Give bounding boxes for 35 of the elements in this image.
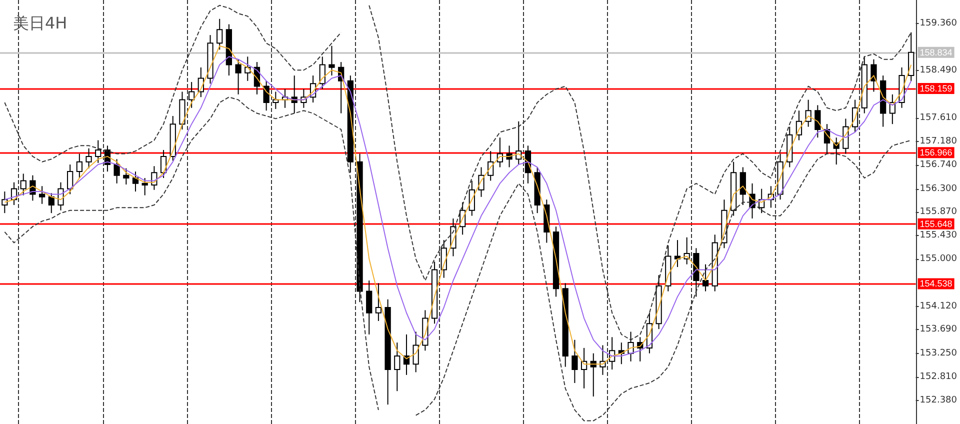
candlestick [356,153,363,303]
y-tick-label: 157.610 [920,113,958,124]
candlestick [384,298,391,406]
y-tick-label: 159.360 [920,18,958,29]
y-tick-label: 157.180 [920,136,958,146]
ref-line-label: 158.159 [920,83,952,94]
candlestick [394,342,400,392]
ref-line-label: 154.538 [920,278,952,289]
candlestick [702,264,709,292]
ref-line-label: 155.648 [920,218,952,229]
candlestick [880,75,886,128]
text: 美日4H [13,14,68,32]
y-tick-label: 155.000 [920,254,958,264]
candlestick [366,280,372,335]
y-tick-label: 152.810 [920,372,958,382]
y-tick-label: 154.120 [920,301,958,312]
y-tick-label: 156.300 [920,184,958,194]
y-tick-label: 156.740 [920,160,958,170]
y-tick-label: 153.250 [920,348,958,358]
candlestick [693,248,700,298]
candlestick [740,166,746,206]
y-tick-label: 155.870 [920,207,958,217]
candlestick [656,274,662,330]
ref-line-label: 158.834 [920,47,952,58]
candlestick [665,244,672,292]
y-tick-label: 153.690 [920,324,958,335]
candlestick [572,339,578,384]
candlestick [412,331,419,373]
ref-line-label: 156.966 [920,148,952,158]
y-tick-label: 158.490 [920,66,958,76]
y-tick-label: 152.380 [920,395,958,406]
candlestick [562,282,568,368]
candlestick [375,282,382,322]
candlestick [207,34,214,84]
y-tick-label: 155.430 [920,230,958,241]
